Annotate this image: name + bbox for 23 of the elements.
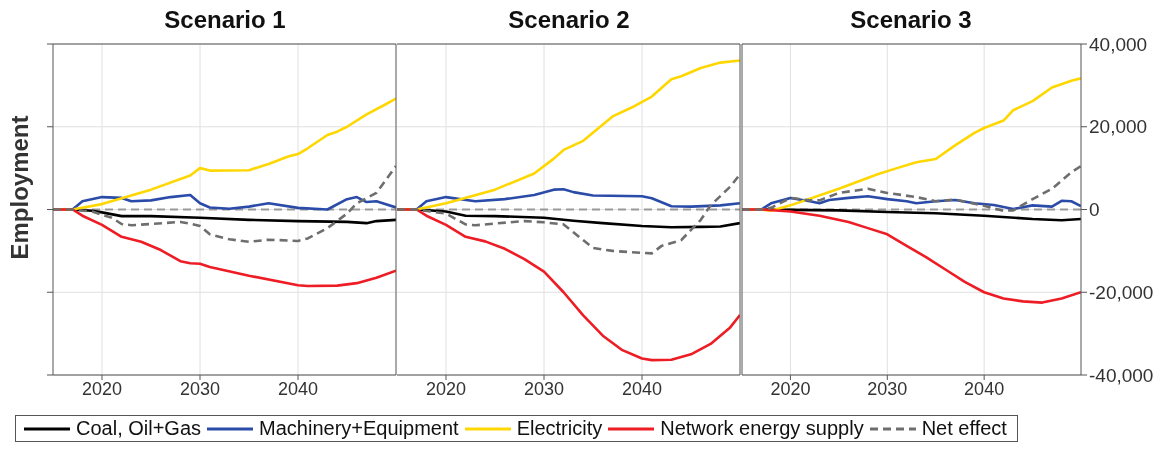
y-tick-label: 40,000 bbox=[1089, 33, 1148, 55]
y-tick-label: -40,000 bbox=[1089, 364, 1154, 386]
chart-title: Scenario 1 bbox=[163, 6, 287, 34]
x-tick-label: 2040 bbox=[964, 378, 1005, 399]
x-tick-label: 2020 bbox=[81, 378, 123, 399]
x-tick-label: 2030 bbox=[867, 378, 908, 399]
x-tick-label: 2020 bbox=[770, 378, 811, 399]
y-tick-label: 0 bbox=[1089, 199, 1100, 221]
legend-label: Coal, Oil+Gas bbox=[76, 417, 202, 440]
y-tick-label: 20,000 bbox=[1089, 116, 1148, 138]
chart-title: Scenario 3 bbox=[849, 6, 973, 34]
y-axis-title: Employment bbox=[5, 115, 33, 260]
x-tick-label: 2040 bbox=[621, 378, 663, 399]
legend-label: Machinery+Equipment bbox=[259, 417, 459, 440]
x-tick-label: 2030 bbox=[179, 378, 221, 399]
x-tick-label: 2020 bbox=[425, 378, 467, 399]
legend-label: Net effect bbox=[921, 417, 1007, 440]
y-tick-label: -20,000 bbox=[1089, 281, 1154, 303]
x-tick-label: 2040 bbox=[277, 378, 319, 399]
legend-label: Network energy supply bbox=[660, 417, 864, 440]
legend-label: Electricity bbox=[516, 417, 603, 440]
chart-title: Scenario 2 bbox=[507, 6, 631, 34]
x-tick-label: 2030 bbox=[523, 378, 565, 399]
